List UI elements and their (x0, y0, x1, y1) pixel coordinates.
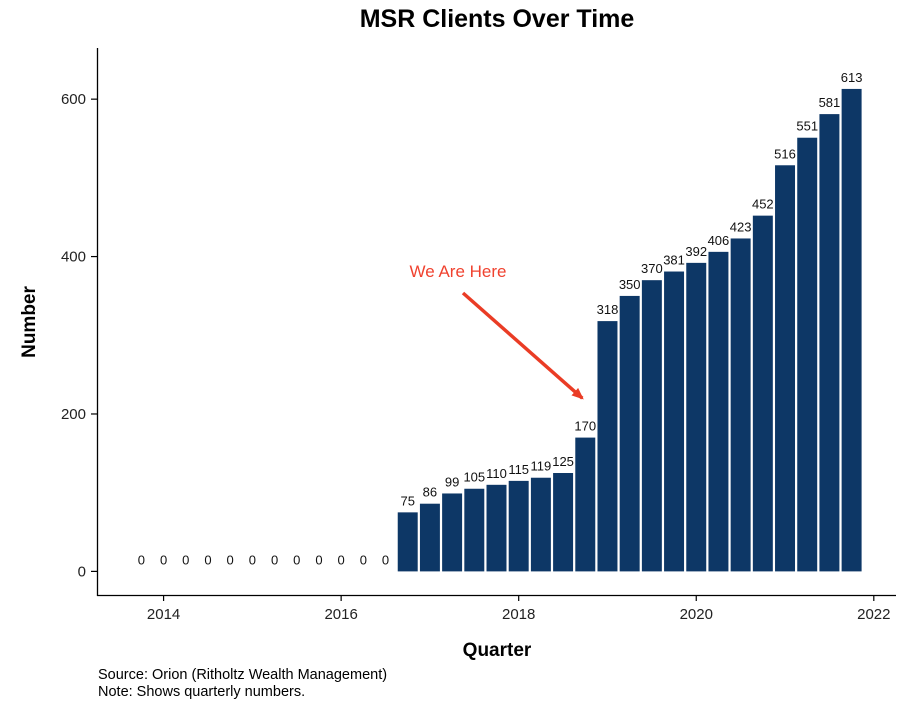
note-caption: Note: Shows quarterly numbers. (98, 684, 306, 700)
bar-value-label: 110 (486, 466, 507, 481)
bar-value-label: 0 (227, 552, 234, 567)
bar-value-label: 613 (841, 70, 863, 85)
bar (597, 321, 618, 572)
x-tick-label: 2014 (147, 606, 180, 623)
x-tick-label: 2022 (857, 606, 890, 623)
annotation-arrow (461, 291, 584, 400)
bar (530, 477, 551, 572)
bar-value-label: 0 (315, 552, 322, 567)
bar-value-label: 0 (249, 552, 256, 567)
x-tick-label: 2016 (324, 606, 357, 623)
bar (819, 114, 840, 572)
bar-value-label: 0 (360, 552, 367, 567)
bar-value-label: 406 (708, 233, 730, 248)
bar-value-label: 350 (619, 277, 641, 292)
bar-value-label: 0 (382, 552, 389, 567)
bar (486, 484, 507, 572)
y-ticks-group: 0 200 400 600 (61, 91, 97, 580)
y-tick-label: 0 (78, 563, 86, 580)
bar (575, 437, 596, 572)
bar-value-label: 551 (796, 119, 818, 134)
bar (708, 251, 729, 572)
bar-value-label: 86 (423, 485, 437, 500)
bar-value-label: 0 (138, 552, 145, 567)
bar-value-label: 0 (160, 552, 167, 567)
bar (686, 262, 707, 572)
bar-value-label: 581 (819, 95, 841, 110)
bar-chart: MSR Clients Over Time 0 0 0 0 0 0 0 0 0 0 0 0758699… (19, 5, 896, 660)
bar-value-label: 452 (752, 197, 774, 212)
bar-value-label: 115 (508, 462, 529, 477)
y-tick-label: 200 (61, 406, 86, 423)
x-tick-label: 2020 (680, 606, 713, 623)
bar (619, 295, 640, 572)
y-tick-label: 600 (61, 91, 86, 108)
bar (464, 488, 485, 572)
bars-group (397, 88, 862, 572)
bar (641, 280, 662, 572)
bar-value-label: 0 (293, 552, 300, 567)
bar-value-label: 381 (663, 253, 685, 268)
bar-value-label: 119 (531, 459, 552, 474)
bar (797, 137, 818, 572)
bar (775, 165, 796, 572)
annotation-group: We Are Here (409, 262, 584, 400)
bar (419, 503, 440, 572)
bar-value-label: 170 (574, 419, 596, 434)
x-axis-title: Quarter (463, 640, 532, 660)
bar (442, 493, 463, 572)
bar (553, 473, 574, 572)
bar-value-label: 392 (685, 244, 707, 259)
bar (841, 88, 862, 572)
bar-value-label: 75 (400, 493, 414, 508)
bar-value-label: 423 (730, 219, 752, 234)
source-caption: Source: Orion (Ritholtz Wealth Managemen… (98, 667, 388, 683)
bar-value-label: 370 (641, 261, 663, 276)
y-axis-title: Number (19, 286, 40, 358)
bar (730, 238, 751, 572)
x-ticks-group: 2014 2016 2018 2020 2022 (147, 595, 890, 623)
bar (752, 215, 773, 572)
bar (508, 480, 529, 572)
bar-value-label: 0 (271, 552, 278, 567)
bar (397, 512, 418, 572)
y-tick-label: 400 (61, 249, 86, 266)
bar-value-label: 0 (338, 552, 345, 567)
chart-title: MSR Clients Over Time (360, 5, 635, 33)
bar-value-label: 0 (204, 552, 211, 567)
bar-value-label: 318 (597, 302, 619, 317)
x-tick-label: 2018 (502, 606, 535, 623)
bar-value-label: 105 (463, 470, 485, 485)
bar-value-label: 516 (774, 146, 796, 161)
bar-value-label: 99 (445, 474, 459, 489)
annotation-text: We Are Here (409, 262, 506, 281)
bar-value-label: 0 (182, 552, 189, 567)
bar-value-label: 125 (552, 454, 574, 469)
bar (664, 271, 685, 572)
